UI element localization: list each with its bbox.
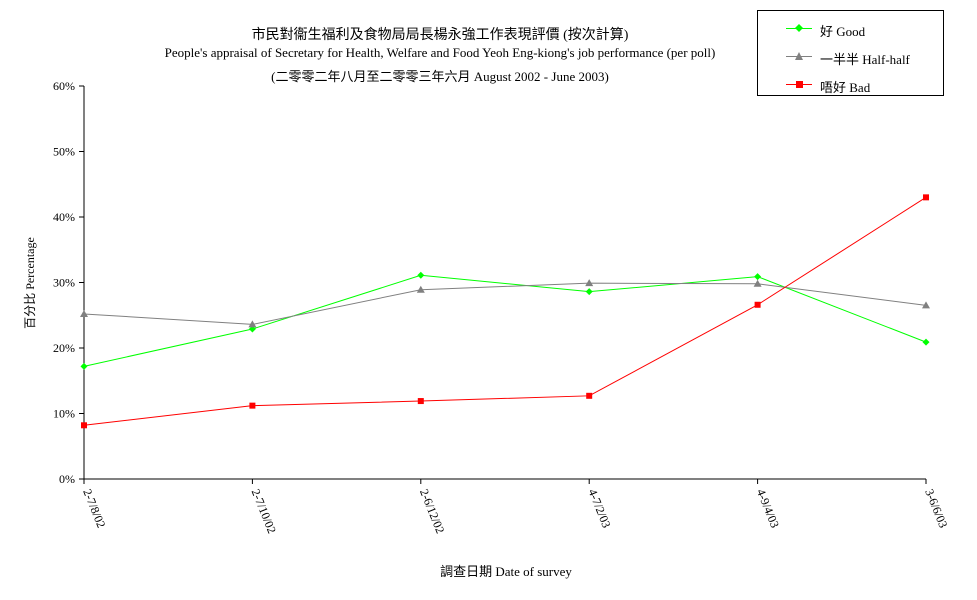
legend-diamond-marker <box>795 24 803 32</box>
data-point-half-half <box>585 279 594 287</box>
data-point-good <box>754 273 762 281</box>
x-tick-label: 2-7/8/02 <box>80 487 108 530</box>
legend-item-half-half: 一半半 Half-half <box>758 47 943 67</box>
x-axis-label: 調查日期 Date of survey <box>440 564 572 579</box>
data-point-good <box>585 288 593 296</box>
x-tick-label: 3-6/6/03 <box>922 487 950 530</box>
data-point-half-half <box>753 279 762 287</box>
y-tick-label: 10% <box>53 407 75 421</box>
y-tick-label: 0% <box>59 472 75 486</box>
chart-series-layer <box>80 194 930 429</box>
data-point-half-half <box>416 285 425 293</box>
data-point-bad <box>754 301 761 308</box>
x-tick-label: 4-7/2/03 <box>585 487 613 530</box>
legend-item-good: 好 Good <box>758 19 943 39</box>
y-tick-label: 20% <box>53 341 75 355</box>
chart-title: 市民對衞生福利及食物局局長楊永強工作表現評價 (按次計算) <box>251 28 629 43</box>
series-line-half-half <box>83 282 927 325</box>
y-tick-label: 60% <box>53 79 75 93</box>
data-point-bad <box>586 392 593 399</box>
data-point-half-half <box>248 320 257 328</box>
legend-label-half-half: 一半半 Half-half <box>820 52 910 67</box>
legend-square-marker <box>796 81 803 88</box>
series-line-bad <box>83 196 927 426</box>
data-point-bad <box>249 402 256 409</box>
data-point-half-half <box>922 301 930 309</box>
chart-subtitle: People's appraisal of Secretary for Heal… <box>164 45 716 60</box>
chart-axes: 0% 10% 20% 30% 40% 50% 60% 2-7/8/02 2-7/10/02 2-6… <box>53 79 950 535</box>
legend-label-bad: 唔好 Bad <box>820 80 871 95</box>
data-point-half-half <box>80 309 88 317</box>
data-point-good <box>922 338 930 346</box>
x-tick-label: 2-6/12/02 <box>417 487 447 536</box>
legend-triangle-marker <box>795 52 803 60</box>
data-point-bad <box>417 398 424 405</box>
data-point-good <box>80 362 88 370</box>
legend-item-bad: 唔好 Bad <box>758 75 943 95</box>
y-axis-label: 百分比 Percentage <box>23 237 37 329</box>
y-tick-label: 40% <box>53 210 75 224</box>
legend-label-good: 好 Good <box>820 24 866 39</box>
data-point-good <box>417 271 425 279</box>
chart-legend: 好 Good 一半半 Half-half 唔好 Bad <box>757 10 944 96</box>
data-point-bad <box>923 194 929 201</box>
chart-subtitle-date-range: (二零零二年八月至二零零三年六月 August 2002 - June 2003… <box>271 69 609 84</box>
x-tick-label: 4-9/4/03 <box>754 487 782 530</box>
y-tick-label: 50% <box>53 145 75 159</box>
data-point-bad <box>81 422 87 429</box>
x-tick-label: 2-7/10/02 <box>249 487 279 536</box>
y-tick-label: 30% <box>53 276 75 290</box>
